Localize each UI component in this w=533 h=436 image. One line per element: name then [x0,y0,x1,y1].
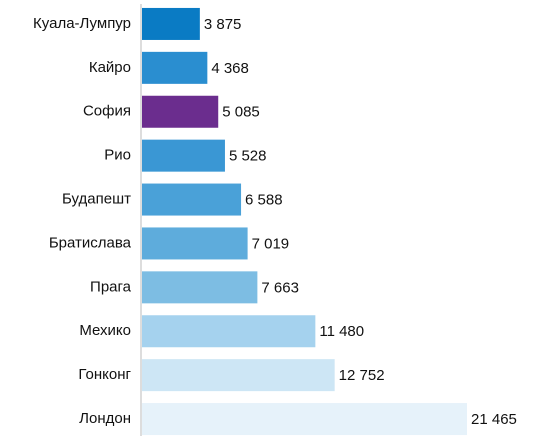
category-label: Будапешт [62,191,131,208]
bar [142,7,200,40]
category-label: Мехико [79,322,131,339]
value-label: 5 528 [229,148,267,165]
category-label: Кайро [89,59,131,76]
bar [142,227,248,260]
value-label: 7 019 [252,235,290,252]
category-label: Куала-Лумпур [33,15,131,32]
value-label: 12 752 [339,367,385,384]
value-label: 11 480 [319,323,364,340]
bar [142,271,258,304]
value-label: 21 465 [471,411,517,428]
category-label: Рио [104,147,131,164]
category-label: София [83,103,131,120]
value-label: 7 663 [261,279,299,296]
category-label: Гонконг [78,366,131,383]
value-label: 6 588 [245,192,283,209]
value-label: 4 368 [211,60,249,77]
bar [142,139,225,172]
bar [142,51,208,84]
bar [142,315,316,348]
bar [142,403,467,436]
category-label: Братислава [49,234,132,251]
bar [142,95,219,128]
value-label: 5 085 [222,104,260,121]
category-label: Прага [90,278,132,295]
bar [142,359,335,392]
bar [142,183,242,216]
category-label: Лондон [79,410,131,427]
value-label: 3 875 [204,16,242,33]
